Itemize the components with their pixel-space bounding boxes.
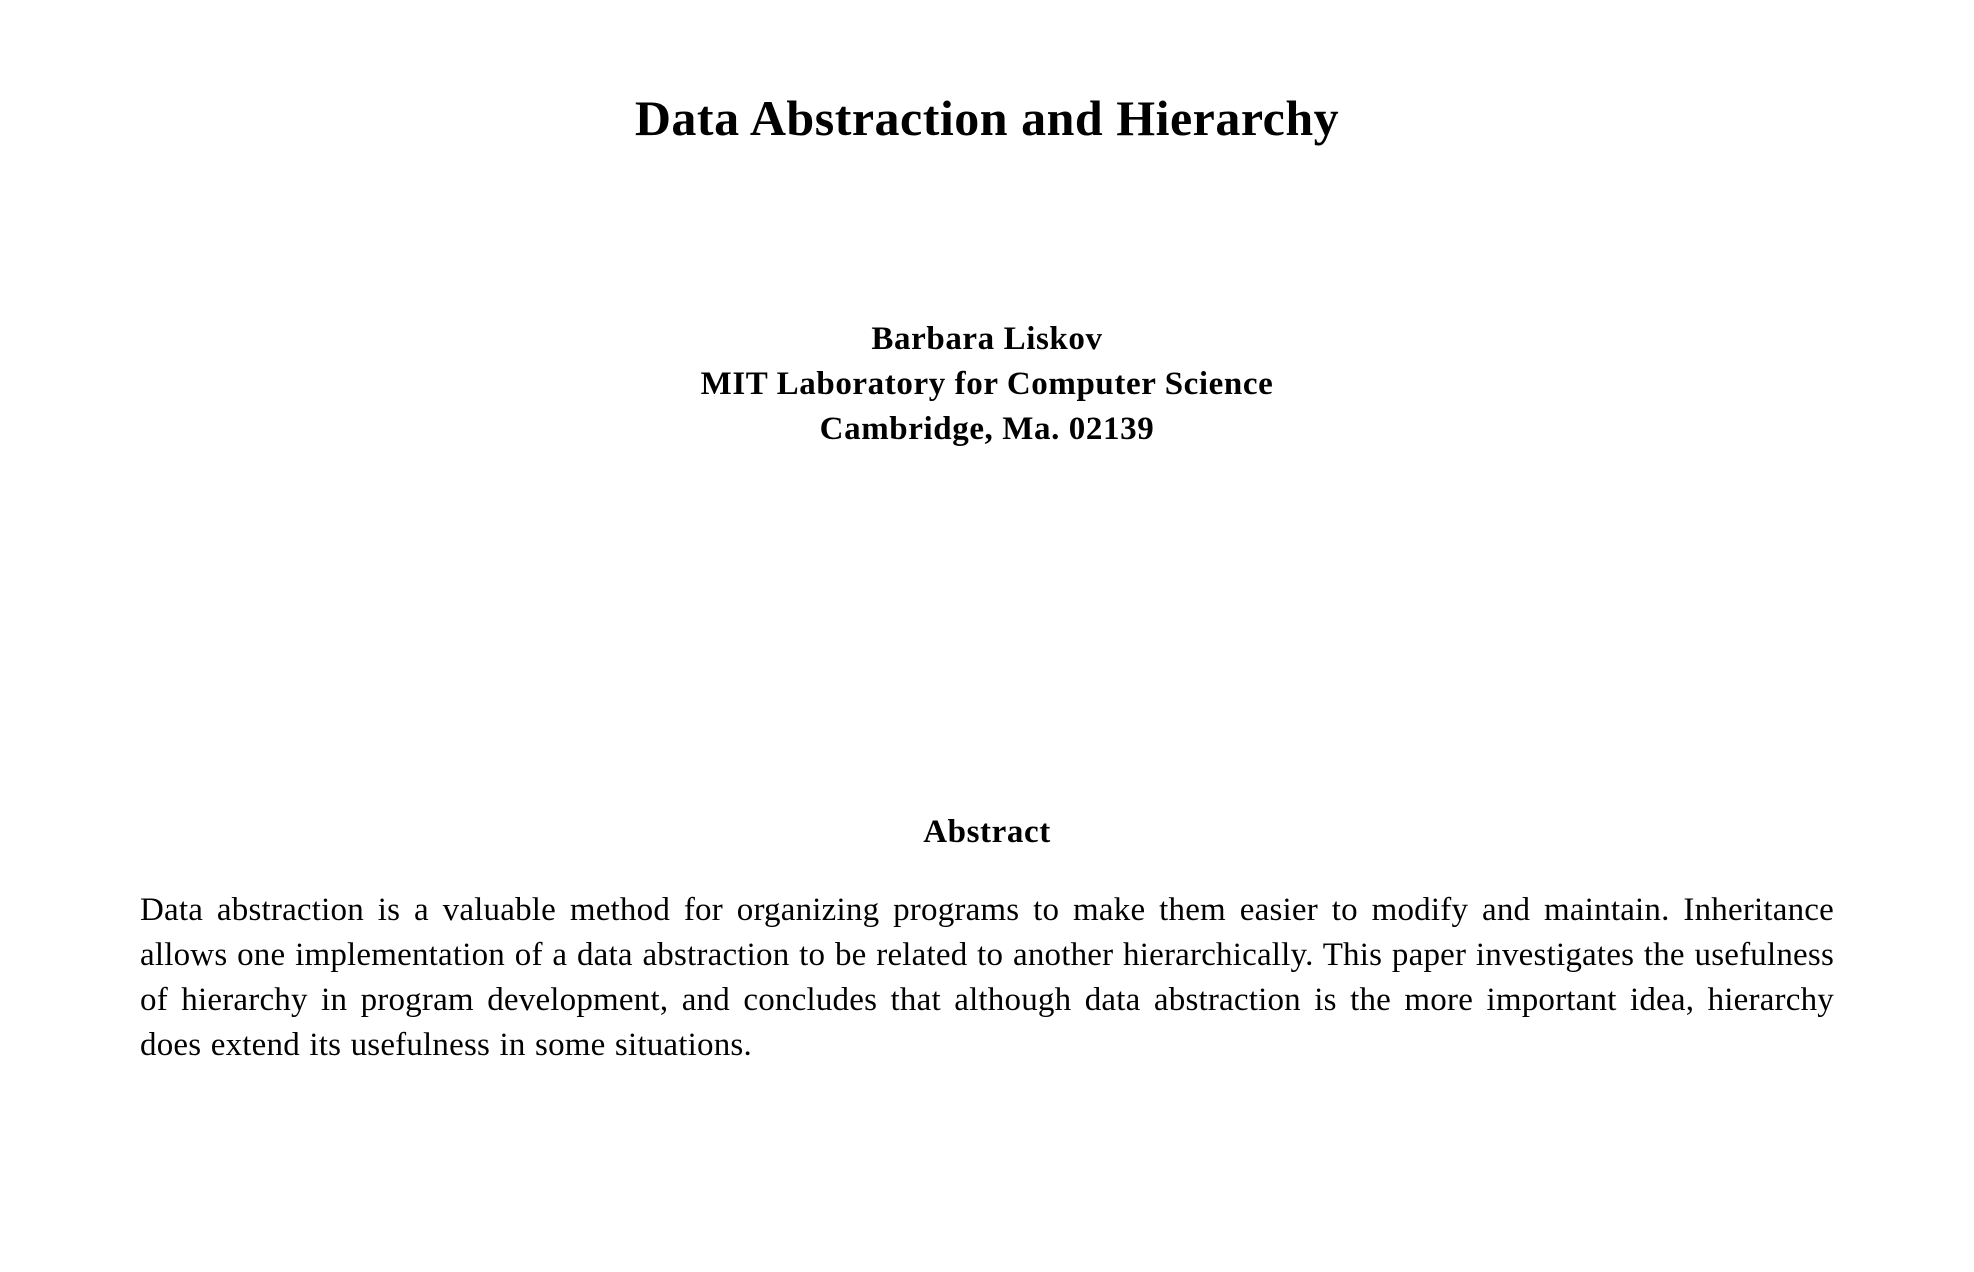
author-address: Cambridge, Ma. 02139 bbox=[819, 411, 1155, 447]
author-block: Barbara Liskov MIT Laboratory for Comput… bbox=[0, 317, 1974, 452]
author-affiliation: MIT Laboratory for Computer Science bbox=[700, 366, 1274, 402]
abstract-heading: Abstract bbox=[923, 814, 1051, 850]
paper-title: Data Abstraction and Hierarchy bbox=[634, 90, 1340, 146]
abstract-text: Data abstraction is a valuable method fo… bbox=[140, 892, 1834, 1063]
author-name: Barbara Liskov bbox=[871, 321, 1103, 357]
